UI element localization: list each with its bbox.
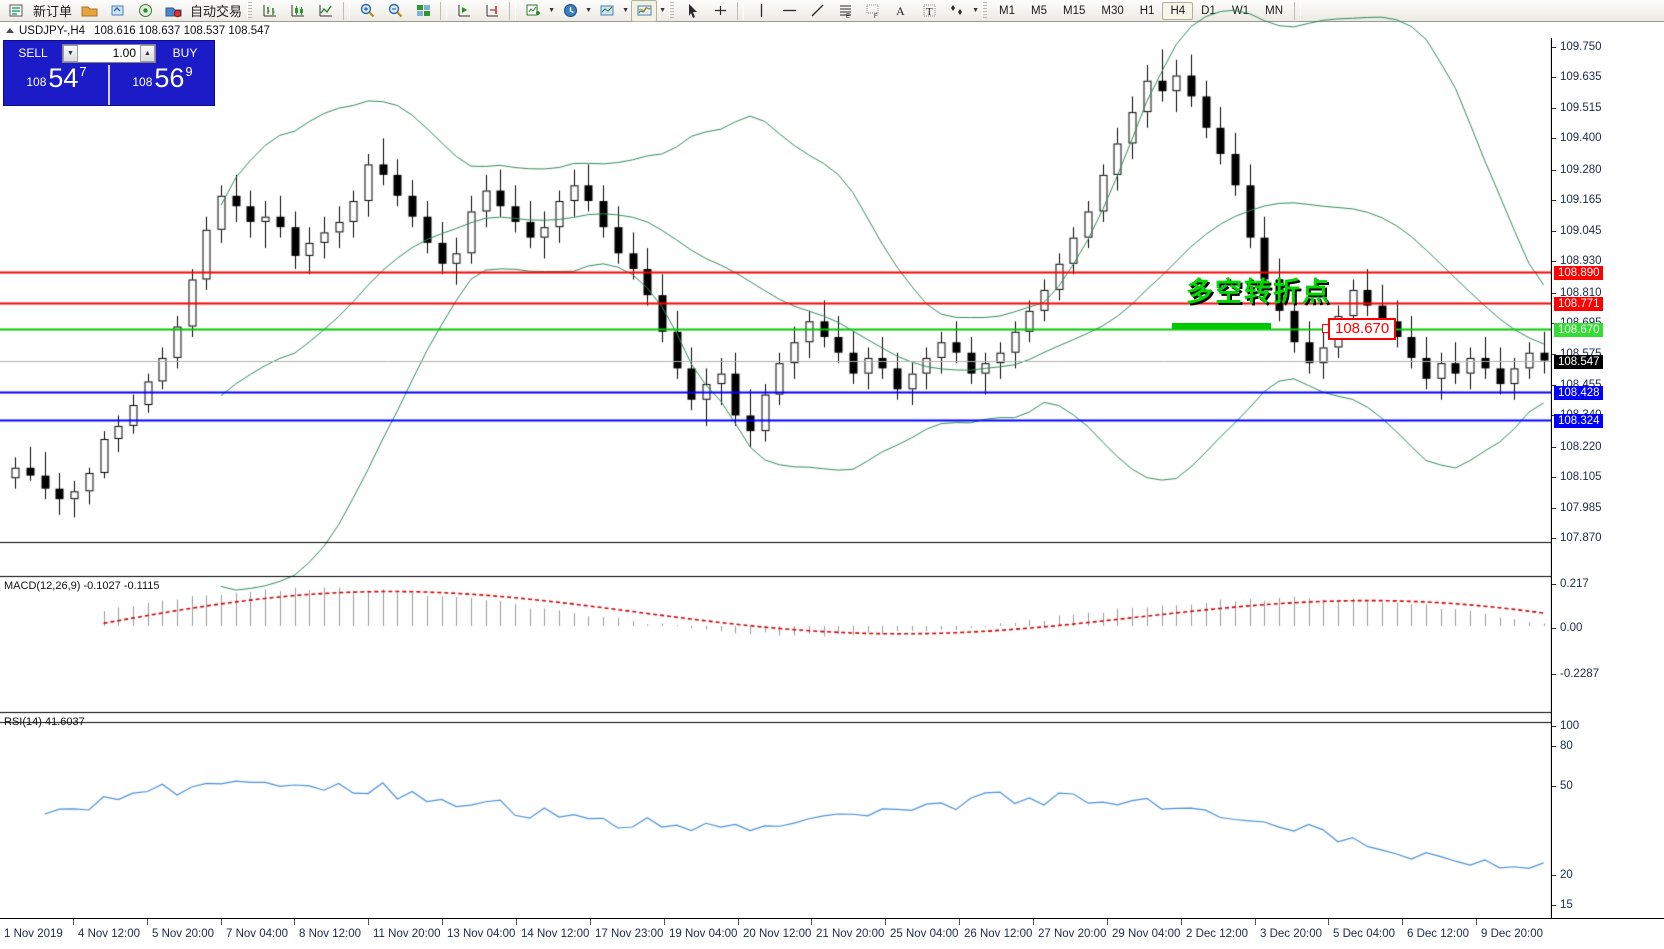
macd-tick: 0.00 xyxy=(1552,622,1582,634)
price-tick: 108.810 xyxy=(1552,287,1602,299)
time-tick-label: 26 Nov 12:00 xyxy=(964,928,1033,940)
time-gridline xyxy=(1107,919,1108,925)
time-tick-label: 21 Nov 20:00 xyxy=(816,928,885,940)
buy-price-fraction: 9 xyxy=(185,64,193,79)
buy-price-main: 56 xyxy=(154,63,185,93)
time-tick-label: 19 Nov 04:00 xyxy=(669,928,738,940)
one-click-trading-panel[interactable]: SELL ▼ 1.00 ▲ BUY 108 54 7 108 56 9 xyxy=(3,40,215,106)
time-gridline xyxy=(738,919,739,925)
volume-increment-button[interactable]: ▲ xyxy=(140,44,155,62)
sell-price[interactable]: 108 54 7 xyxy=(4,63,108,105)
time-tick-label: 17 Nov 23:00 xyxy=(595,928,664,940)
time-tick-label: 13 Nov 04:00 xyxy=(447,928,516,940)
time-gridline xyxy=(885,919,886,925)
time-gridline xyxy=(147,919,148,925)
macd-tick: 0.217 xyxy=(1552,578,1589,590)
price-tag-last-price[interactable]: 108.547 xyxy=(1554,355,1603,370)
time-tick-label: 4 Nov 12:00 xyxy=(78,928,141,940)
price-tick: 109.750 xyxy=(1552,41,1602,53)
sell-price-fraction: 7 xyxy=(79,64,87,79)
time-gridline xyxy=(1328,919,1329,925)
price-tick: 107.985 xyxy=(1552,502,1602,514)
time-gridline xyxy=(221,919,222,925)
buy-button[interactable]: BUY xyxy=(159,43,211,63)
time-gridline xyxy=(590,919,591,925)
buy-price-prefix: 108 xyxy=(132,75,153,89)
price-tag-support-1[interactable]: 108.428 xyxy=(1554,386,1603,401)
price-tick: 109.400 xyxy=(1552,132,1602,144)
time-tick-label: 5 Nov 20:00 xyxy=(152,928,215,940)
price-tick: 108.220 xyxy=(1552,441,1602,453)
time-tick-label: 1 Nov 2019 xyxy=(4,928,63,940)
time-gridline xyxy=(1402,919,1403,925)
price-tick: 109.635 xyxy=(1552,71,1602,83)
time-tick-label: 11 Nov 20:00 xyxy=(373,928,441,940)
price-tag-support-2[interactable]: 108.324 xyxy=(1554,413,1603,428)
time-gridline xyxy=(294,919,295,925)
time-gridline xyxy=(73,919,74,925)
time-tick-label: 2 Dec 12:00 xyxy=(1186,928,1249,940)
time-gridline xyxy=(1476,919,1477,925)
time-gridline xyxy=(516,919,517,925)
time-gridline xyxy=(959,919,960,925)
volume-decrement-button[interactable]: ▼ xyxy=(63,44,78,62)
rsi-tick: 50 xyxy=(1552,780,1573,792)
price-tick: 109.280 xyxy=(1552,164,1602,176)
macd-tick: -0.2287 xyxy=(1552,668,1599,680)
time-tick-label: 25 Nov 04:00 xyxy=(890,928,959,940)
price-scale-axis[interactable]: 109.750 109.635 109.515 109.400 109.280 109.1… xyxy=(1551,38,1664,918)
time-tick-label: 7 Nov 04:00 xyxy=(226,928,289,940)
pivot-level-marker[interactable] xyxy=(1172,323,1271,329)
volume-stepper[interactable]: ▼ 1.00 ▲ xyxy=(62,43,156,63)
chart-annotation-text[interactable]: 多空转折点 xyxy=(1186,277,1331,308)
price-tick: 109.045 xyxy=(1552,225,1602,237)
macd-indicator-label: MACD(12,26,9) -0.1027 -0.1115 xyxy=(4,580,160,592)
time-tick-label: 9 Dec 20:00 xyxy=(1481,928,1544,940)
time-tick-label: 27 Nov 20:00 xyxy=(1038,928,1107,940)
rsi-indicator-label: RSI(14) 41.6037 xyxy=(4,716,85,728)
buy-price[interactable]: 108 56 9 xyxy=(110,63,214,105)
price-tick: 109.165 xyxy=(1552,194,1602,206)
time-gridline xyxy=(664,919,665,925)
price-tag-resistance-2[interactable]: 108.771 xyxy=(1554,296,1603,311)
rsi-tick: 100 xyxy=(1552,720,1579,732)
time-gridline xyxy=(1255,919,1256,925)
time-tick-label: 14 Nov 12:00 xyxy=(521,928,590,940)
time-gridline xyxy=(1181,919,1182,925)
rsi-tick: 20 xyxy=(1552,869,1573,881)
time-tick-label: 6 Dec 12:00 xyxy=(1407,928,1470,940)
time-gridline xyxy=(811,919,812,925)
price-tick: 107.870 xyxy=(1552,532,1602,544)
sell-price-main: 54 xyxy=(48,63,79,93)
price-tick: 109.515 xyxy=(1552,102,1602,114)
time-tick-label: 5 Dec 04:00 xyxy=(1333,928,1396,940)
time-gridline xyxy=(368,919,369,925)
time-gridline xyxy=(1033,919,1034,925)
time-tick-label: 20 Nov 12:00 xyxy=(743,928,812,940)
price-tag-pivot-level[interactable]: 108.670 xyxy=(1554,323,1603,338)
sell-button[interactable]: SELL xyxy=(7,43,59,63)
rsi-tick: 80 xyxy=(1552,740,1573,752)
price-tick: 108.105 xyxy=(1552,471,1602,483)
time-tick-label: 29 Nov 04:00 xyxy=(1112,928,1181,940)
sell-price-prefix: 108 xyxy=(26,75,47,89)
volume-input[interactable]: 1.00 xyxy=(112,46,136,60)
price-callout-label[interactable]: 108.670 xyxy=(1328,318,1397,340)
time-tick-label: 3 Dec 20:00 xyxy=(1260,928,1323,940)
price-tag-resistance-1[interactable]: 108.890 xyxy=(1554,265,1603,280)
time-tick-label: 8 Nov 12:00 xyxy=(299,928,362,940)
price-tick: 108.930 xyxy=(1552,255,1602,267)
rsi-tick: 15 xyxy=(1552,899,1573,911)
time-gridline xyxy=(442,919,443,925)
price-divider xyxy=(108,65,110,105)
time-axis[interactable]: 1 Nov 2019 4 Nov 12:00 5 Nov 20:00 7 Nov 04… xyxy=(0,918,1664,949)
